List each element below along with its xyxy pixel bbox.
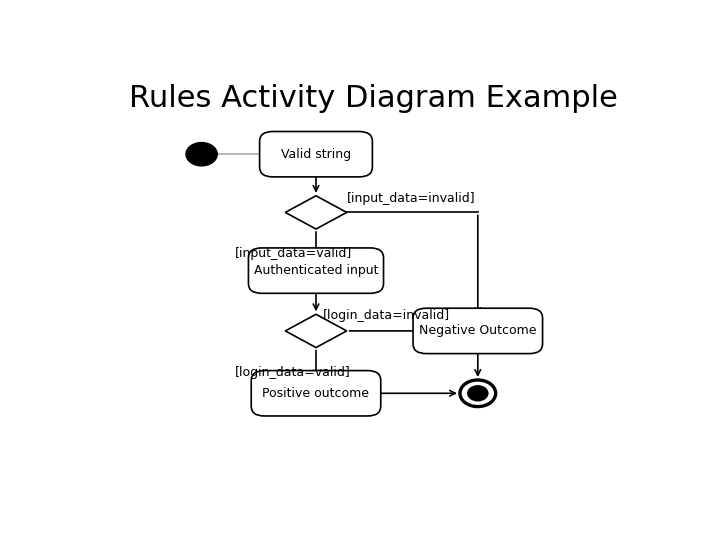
- Text: [login_data=invalid]: [login_data=invalid]: [323, 309, 450, 322]
- Text: Authenticated input: Authenticated input: [253, 264, 378, 277]
- Text: Rules Activity Diagram Example: Rules Activity Diagram Example: [129, 84, 618, 112]
- FancyBboxPatch shape: [248, 248, 384, 293]
- Text: Negative Outcome: Negative Outcome: [419, 325, 536, 338]
- Polygon shape: [285, 196, 347, 229]
- FancyBboxPatch shape: [260, 132, 372, 177]
- Text: Positive outcome: Positive outcome: [263, 387, 369, 400]
- Text: [login_data=valid]: [login_data=valid]: [235, 366, 351, 379]
- Text: [input_data=valid]: [input_data=valid]: [235, 247, 352, 260]
- Text: [input_data=invalid]: [input_data=invalid]: [346, 192, 475, 205]
- Text: Valid string: Valid string: [281, 148, 351, 161]
- FancyBboxPatch shape: [251, 370, 381, 416]
- Circle shape: [186, 143, 217, 166]
- Polygon shape: [285, 314, 347, 348]
- Circle shape: [468, 386, 488, 401]
- Circle shape: [460, 380, 495, 407]
- FancyBboxPatch shape: [413, 308, 543, 354]
